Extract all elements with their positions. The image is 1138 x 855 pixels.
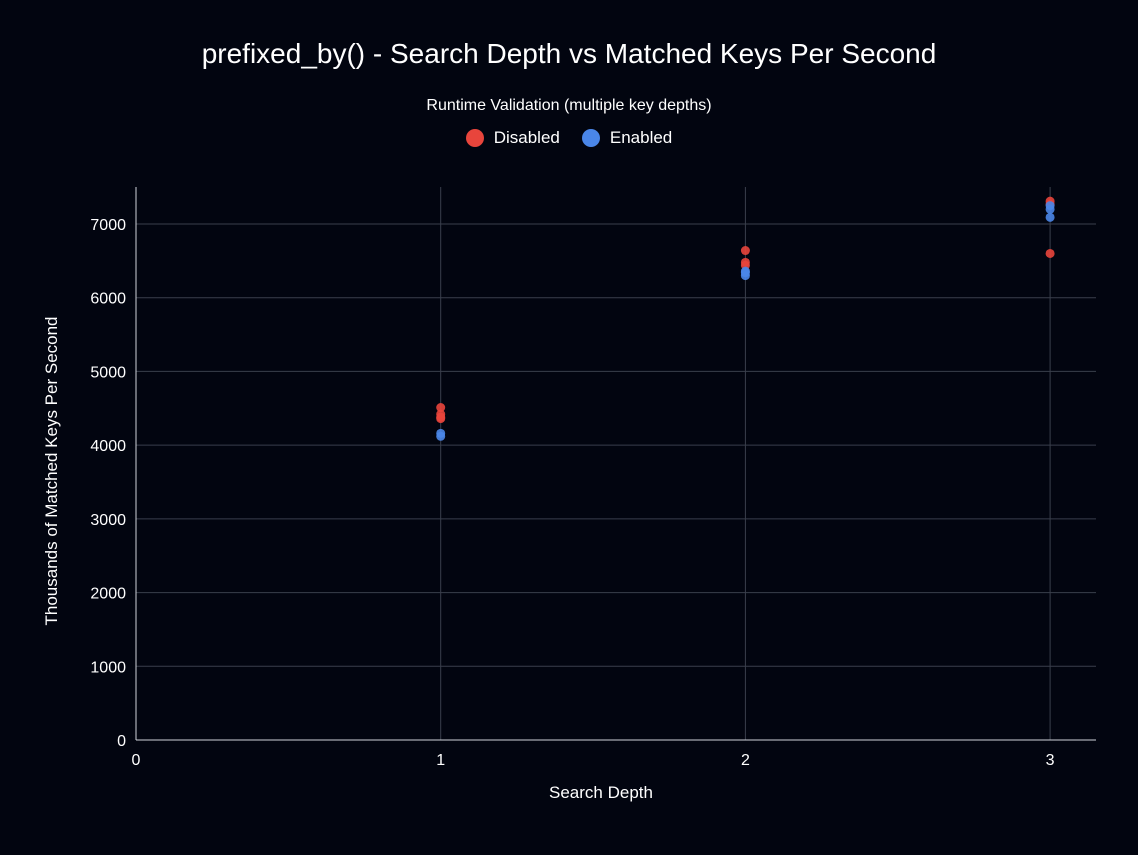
chart-title: prefixed_by() - Search Depth vs Matched … xyxy=(201,38,937,69)
disabled-data-point xyxy=(740,246,750,256)
legend-label-enabled: Enabled xyxy=(609,128,673,147)
x-tick-label: 3 xyxy=(1046,752,1055,769)
legend-swatch-enabled xyxy=(581,129,600,147)
y-axis-title: Thousands of Matched Keys Per Second xyxy=(42,316,61,625)
x-tick-label: 1 xyxy=(436,752,445,769)
enabled-data-point xyxy=(1045,204,1055,214)
tick-labels: 0 1000 2000 3000 4000 5000 6000 7000 0 1 2 3 xyxy=(90,217,1054,769)
data-points xyxy=(436,196,1055,441)
y-tick-label: 6000 xyxy=(90,291,126,308)
grid-lines xyxy=(136,187,1096,740)
y-tick-label: 4000 xyxy=(90,438,126,455)
x-axis-title: Search Depth xyxy=(549,783,653,802)
axes xyxy=(135,187,1096,741)
legend: Disabled Enabled xyxy=(0,128,1138,148)
x-tick-label: 0 xyxy=(132,752,141,769)
disabled-data-point xyxy=(436,403,446,413)
legend-label-disabled: Disabled xyxy=(493,128,560,147)
enabled-data-point xyxy=(1045,212,1055,222)
legend-title: Runtime Validation (multiple key depths) xyxy=(426,97,712,114)
x-tick-label: 2 xyxy=(741,752,750,769)
legend-item-disabled[interactable]: Disabled xyxy=(465,128,560,148)
y-tick-label: 0 xyxy=(117,733,126,750)
disabled-data-point xyxy=(436,414,446,424)
y-tick-label: 5000 xyxy=(90,364,126,381)
y-tick-label: 2000 xyxy=(90,586,126,603)
y-tick-label: 1000 xyxy=(90,659,126,676)
y-tick-label: 3000 xyxy=(90,512,126,529)
y-tick-label: 7000 xyxy=(90,217,126,234)
legend-item-enabled[interactable]: Enabled xyxy=(581,128,673,148)
enabled-data-point xyxy=(740,271,750,281)
legend-swatch-disabled xyxy=(465,129,484,147)
enabled-data-point xyxy=(436,431,446,441)
disabled-data-point xyxy=(1045,248,1055,258)
